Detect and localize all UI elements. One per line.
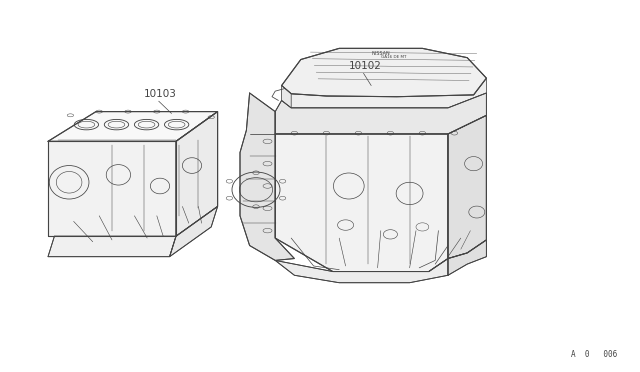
Polygon shape	[48, 112, 218, 141]
Text: GA16 DE MT: GA16 DE MT	[381, 55, 406, 58]
Polygon shape	[275, 134, 448, 272]
Polygon shape	[448, 240, 486, 275]
Text: NISSAN: NISSAN	[371, 51, 390, 57]
Polygon shape	[448, 115, 486, 259]
Text: 10103: 10103	[144, 89, 177, 99]
Polygon shape	[170, 206, 218, 257]
Text: A  0   006: A 0 006	[572, 350, 618, 359]
Polygon shape	[275, 93, 486, 134]
Polygon shape	[282, 78, 486, 108]
Polygon shape	[176, 112, 218, 236]
Polygon shape	[282, 86, 291, 108]
Text: 10102: 10102	[349, 61, 381, 71]
Polygon shape	[48, 141, 176, 236]
Polygon shape	[282, 48, 486, 97]
Polygon shape	[48, 236, 176, 257]
Polygon shape	[240, 93, 294, 260]
Polygon shape	[275, 259, 448, 283]
